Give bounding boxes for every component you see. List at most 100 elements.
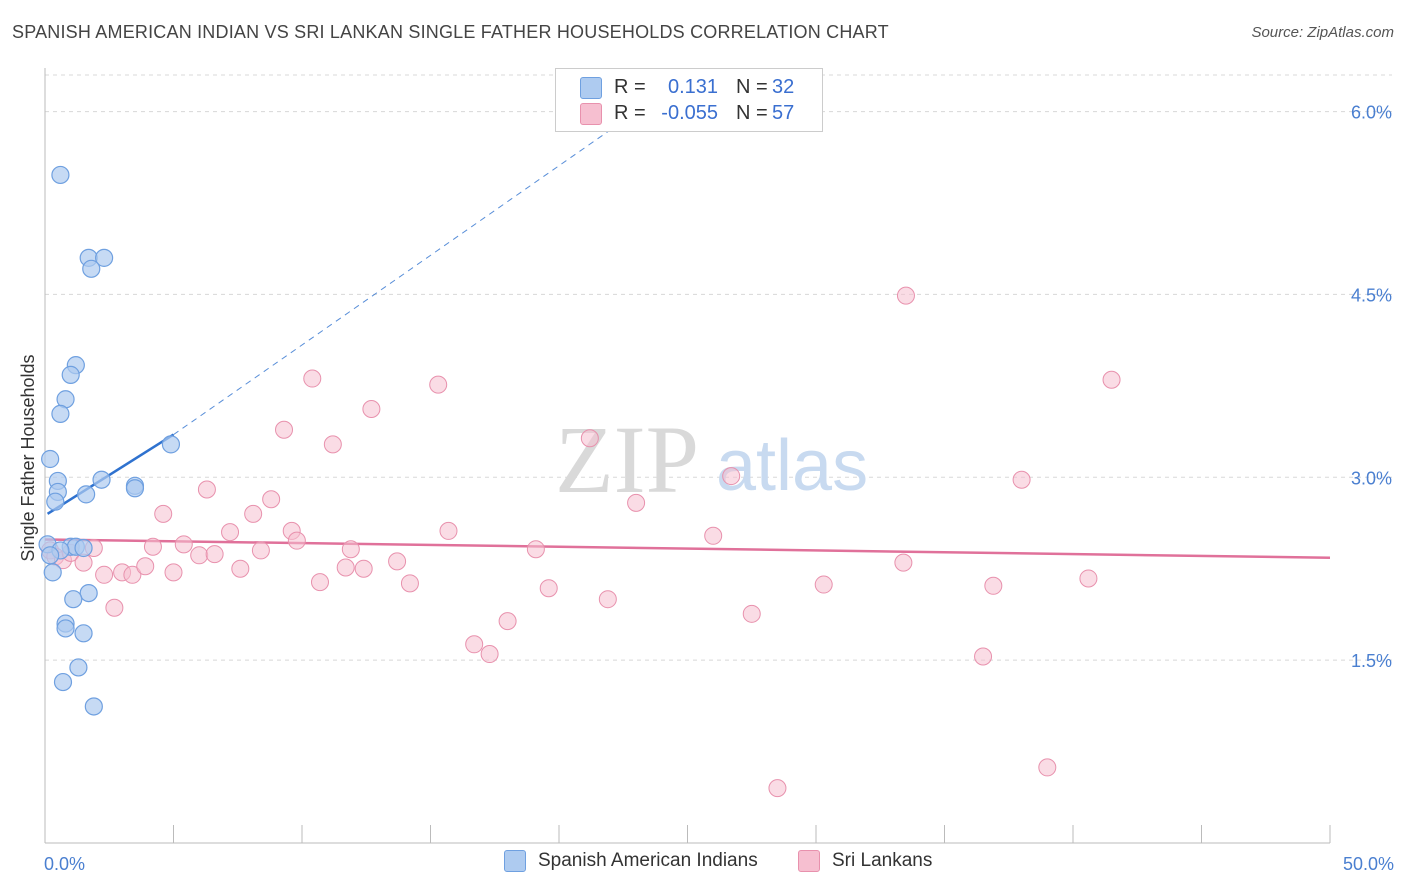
y-axis-label: Single Father Households bbox=[18, 354, 38, 561]
spanish-american-indian-point bbox=[53, 672, 73, 692]
legend-n-label: N = bbox=[736, 76, 768, 98]
sri-lankan-point bbox=[580, 429, 599, 448]
sri-lankan-point bbox=[205, 545, 224, 564]
sri-lankan-point bbox=[105, 598, 124, 617]
spanish-american-indian-point bbox=[69, 658, 88, 677]
sri-lankan-point bbox=[498, 612, 517, 631]
spanish-american-indian-point bbox=[64, 590, 83, 609]
sri-lankan-point bbox=[465, 635, 484, 654]
sri-lankan-point bbox=[287, 531, 306, 550]
spanish-american-indian-point bbox=[51, 404, 70, 423]
sri-lankan-point bbox=[136, 557, 155, 576]
sri-lankan-point bbox=[174, 535, 193, 554]
legend-r-label: R = bbox=[614, 102, 646, 124]
legend-label: Spanish American Indians bbox=[538, 850, 758, 871]
sri-lankan-point bbox=[429, 375, 448, 394]
sri-lankan-point bbox=[974, 647, 993, 666]
sri-lankan-point bbox=[323, 435, 342, 454]
spanish-american-indian-point bbox=[82, 259, 101, 278]
sri-lankan-point bbox=[742, 604, 761, 623]
sri-lankan-point bbox=[388, 552, 407, 571]
spanish-american-indian-point bbox=[43, 563, 62, 582]
legend-r-label: R = bbox=[614, 76, 646, 98]
spanish-american-indian-point bbox=[95, 248, 114, 267]
x-tick-label: 50.0% bbox=[1343, 854, 1394, 874]
legend-item-spanish-american-indians: Spanish American Indians bbox=[504, 850, 758, 872]
watermark: ZIP atlas bbox=[555, 406, 868, 513]
sri-lankan-point bbox=[894, 553, 913, 572]
sri-lankan-point bbox=[354, 559, 373, 578]
sri-lankan-point bbox=[244, 504, 263, 523]
sri-lankan-point bbox=[251, 541, 270, 560]
y-tick-label: 6.0% bbox=[1351, 103, 1392, 123]
spanish-american-indian-point bbox=[41, 546, 60, 565]
y-tick-label: 1.5% bbox=[1351, 651, 1392, 671]
sri-lankan-point bbox=[231, 559, 250, 578]
spanish-american-indian-point bbox=[92, 470, 111, 489]
spanish-american-indian-point bbox=[61, 365, 80, 384]
source-credit: Source: ZipAtlas.com bbox=[1251, 24, 1394, 41]
legend-n-value: 32 bbox=[772, 76, 795, 98]
spanish-american-indian-point bbox=[79, 583, 98, 603]
y-tick-label: 4.5% bbox=[1351, 285, 1392, 305]
sri-lankan-point bbox=[1012, 470, 1031, 489]
sri-lankan-point bbox=[896, 286, 915, 305]
legend-item-sri-lankans: Sri Lankans bbox=[798, 850, 932, 872]
sri-lankan-point bbox=[526, 540, 545, 559]
spanish-american-indian-point bbox=[46, 492, 65, 511]
spanish-american-indian-point bbox=[51, 165, 70, 185]
data-points bbox=[38, 165, 1121, 798]
watermark-atlas: atlas bbox=[716, 426, 868, 506]
sri-lankan-point bbox=[984, 576, 1003, 595]
sri-lankan-point bbox=[95, 565, 114, 584]
sri-lankan-point bbox=[197, 480, 216, 499]
legend-label: Sri Lankans bbox=[832, 850, 933, 871]
sri-lankan-point bbox=[400, 574, 419, 593]
sri-lankan-point bbox=[336, 558, 355, 577]
sri-lankan-point bbox=[123, 565, 142, 584]
sri-lankan-point bbox=[722, 467, 741, 486]
sri-lankan-point bbox=[362, 400, 381, 419]
spanish-american-indian-point bbox=[161, 435, 181, 454]
legend-swatch-pink bbox=[580, 103, 602, 125]
sri-lankan-point bbox=[154, 504, 173, 523]
spanish-american-indian-point bbox=[74, 624, 93, 643]
sri-lankan-point bbox=[1038, 758, 1057, 777]
sri-lankan-point bbox=[190, 546, 209, 565]
legend-r-value: -0.055 bbox=[661, 102, 718, 124]
spanish-american-indian-point bbox=[125, 479, 145, 498]
sri-lankan-point bbox=[704, 526, 723, 545]
sri-lankan-point bbox=[221, 523, 240, 542]
sri-lankan-point bbox=[164, 563, 183, 582]
blue-trend-extension bbox=[173, 129, 611, 436]
sri-lankan-point bbox=[598, 590, 617, 609]
legend-swatch-blue bbox=[504, 850, 526, 872]
spanish-american-indian-point bbox=[74, 538, 93, 558]
legend-swatch-pink bbox=[798, 850, 820, 872]
x-tick-label: 0.0% bbox=[44, 854, 85, 874]
sri-lankan-point bbox=[262, 490, 281, 509]
sri-lankan-point bbox=[439, 521, 458, 540]
legend-r-value: 0.131 bbox=[668, 76, 719, 98]
spanish-american-indian-point bbox=[77, 485, 96, 504]
sri-lankan-point bbox=[1079, 569, 1098, 588]
legend-n-value: 57 bbox=[772, 102, 795, 124]
watermark-zip: ZIP bbox=[555, 406, 699, 513]
sri-lankan-point bbox=[275, 420, 294, 439]
sri-lankan-point bbox=[814, 575, 833, 594]
tick-labels: 1.5% 3.0% 4.5% 6.0% 0.0% 50.0% bbox=[44, 103, 1394, 874]
pink-trend-line bbox=[44, 538, 1331, 559]
sri-lankan-point bbox=[627, 493, 646, 512]
spanish-american-indian-point bbox=[41, 449, 60, 469]
sri-lankan-point bbox=[1102, 370, 1121, 389]
y-tick-label: 3.0% bbox=[1351, 468, 1392, 488]
sri-lankan-point bbox=[341, 540, 360, 559]
sri-lankan-point bbox=[143, 537, 162, 556]
sri-lankan-point bbox=[768, 779, 787, 798]
sri-lankan-point bbox=[310, 573, 329, 592]
stats-legend: R = 0.131 N = 32 R = -0.055 N = 57 bbox=[555, 68, 823, 132]
sri-lankan-point bbox=[303, 369, 322, 388]
sri-lankan-point bbox=[539, 579, 558, 598]
legend-n-label: N = bbox=[736, 102, 768, 124]
